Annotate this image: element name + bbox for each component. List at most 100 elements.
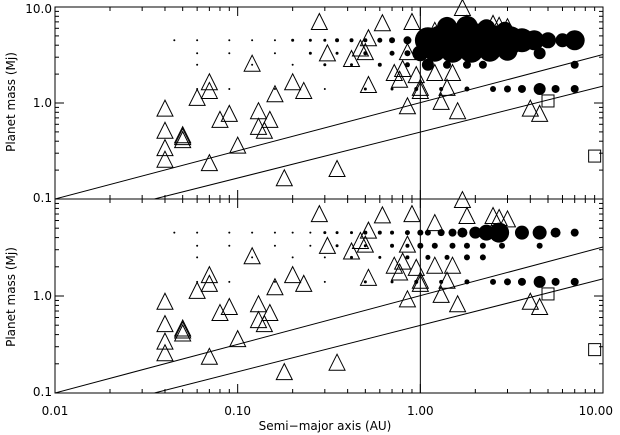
triangle-marker-bottom [403, 204, 421, 223]
triangle-marker-bottom [351, 231, 370, 249]
filled-dot-marker-bottom [363, 244, 367, 248]
filled-dot-marker-top [389, 37, 396, 44]
triangle-marker-top [173, 125, 192, 144]
filled-dot-marker-bottom [449, 242, 456, 249]
triangle-marker-top [310, 12, 329, 30]
triangle-marker-top [156, 150, 174, 168]
filled-dot-marker-bottom [273, 280, 276, 283]
triangle-marker-bottom [249, 294, 268, 313]
triangle-marker-bottom [156, 314, 174, 333]
filled-dot-marker-bottom [390, 243, 395, 248]
filled-dot-marker-bottom [503, 278, 511, 286]
filled-dot-marker-top [251, 63, 254, 66]
filled-dot-marker-top [404, 50, 411, 57]
filled-dot-marker-top [308, 51, 312, 55]
filled-dot-marker-top [308, 38, 312, 42]
y-tick-label-bottom: 1.0 [33, 289, 52, 303]
filled-dot-marker-bottom [417, 229, 424, 236]
triangle-marker-top [200, 81, 219, 99]
filled-dot-marker-top [503, 85, 511, 93]
triangle-marker-top [438, 78, 456, 96]
filled-dot-marker-top [291, 63, 294, 66]
filled-dot-marker-bottom [196, 244, 199, 247]
filled-dot-marker-bottom [390, 230, 395, 235]
filled-dot-marker-bottom [570, 277, 579, 286]
triangle-marker-bottom [407, 258, 426, 276]
x-tick-label-bottom: 0.01 [42, 404, 69, 418]
filled-dot-marker-bottom [350, 231, 354, 235]
triangle-marker-bottom [425, 256, 444, 274]
triangle-marker-top [351, 38, 370, 57]
triangle-marker-top [453, 0, 472, 17]
filled-dot-marker-bottom [291, 256, 294, 259]
filled-dot-marker-top [323, 87, 326, 90]
filled-dot-marker-top [173, 39, 176, 42]
filled-dot-marker-top [323, 38, 327, 42]
triangle-marker-top [156, 138, 174, 157]
filled-dot-marker-bottom [228, 244, 231, 247]
filled-dot-marker-top [478, 39, 501, 62]
filled-dot-marker-top [377, 37, 383, 43]
filled-dot-marker-bottom [532, 225, 547, 240]
filled-dot-marker-bottom [457, 227, 468, 238]
triangle-marker-top [356, 42, 375, 61]
reference-line-top-1 [55, 54, 603, 199]
square-marker-bottom [588, 343, 602, 357]
triangle-marker-bottom [443, 256, 462, 274]
filled-dot-marker-top [377, 62, 382, 67]
triangle-marker-bottom [458, 206, 476, 225]
triangle-marker-bottom [438, 271, 456, 289]
y-axis-label-top: Planet mass (Mj) [4, 52, 18, 152]
triangle-marker-top [255, 121, 274, 139]
filled-dot-marker-top [404, 62, 410, 68]
filled-dot-marker-top [497, 40, 518, 61]
triangle-marker-top [530, 104, 549, 122]
triangle-marker-bottom [356, 234, 375, 253]
triangle-marker-bottom [173, 323, 192, 342]
filled-dot-marker-top [437, 16, 458, 37]
triangle-marker-bottom [220, 297, 239, 316]
square-marker-bottom [541, 287, 555, 301]
triangle-marker-top [407, 65, 426, 84]
filled-dot-marker-top [273, 52, 276, 55]
filled-dot-marker-top [533, 47, 546, 60]
filled-dot-marker-top [363, 87, 367, 91]
triangle-marker-top [373, 13, 392, 32]
filled-dot-marker-bottom [273, 231, 276, 234]
triangle-marker-top [390, 70, 409, 88]
triangle-marker-bottom [228, 329, 247, 348]
triangle-marker-bottom [200, 274, 219, 292]
triangle-marker-top [398, 42, 417, 61]
filled-dot-marker-bottom [479, 242, 486, 249]
filled-dot-marker-top [228, 87, 231, 90]
triangle-marker-top [318, 43, 337, 62]
triangle-marker-bottom [328, 353, 346, 371]
filled-dot-marker-top [323, 63, 327, 67]
triangle-marker-top [359, 75, 378, 93]
triangle-marker-bottom [283, 265, 302, 284]
filled-dot-marker-top [403, 36, 412, 45]
y-tick-label-top: 0.1 [33, 191, 52, 205]
filled-dot-marker-bottom [251, 256, 254, 259]
filled-dot-marker-bottom [425, 254, 431, 260]
filled-dot-marker-bottom [377, 230, 382, 235]
filled-dot-marker-top [478, 60, 487, 69]
triangle-marker-top [173, 130, 192, 149]
filled-dot-marker-bottom [323, 280, 326, 283]
triangle-marker-bottom [249, 310, 268, 329]
triangle-marker-top [398, 96, 417, 115]
x-tick-label-bottom: 0.10 [224, 404, 251, 418]
filled-dot-marker-bottom [550, 227, 561, 238]
triangle-marker-top [243, 54, 261, 72]
filled-dot-marker-top [291, 38, 295, 42]
filled-dot-marker-top [533, 82, 546, 95]
triangle-marker-top [266, 84, 284, 103]
filled-dot-marker-bottom [273, 244, 276, 247]
filled-dot-marker-bottom [414, 279, 419, 284]
triangle-marker-top [448, 101, 467, 120]
filled-dot-marker-bottom [431, 242, 438, 249]
triangle-marker-bottom [156, 292, 174, 310]
triangle-marker-bottom [393, 252, 412, 270]
triangle-marker-top [249, 117, 268, 135]
